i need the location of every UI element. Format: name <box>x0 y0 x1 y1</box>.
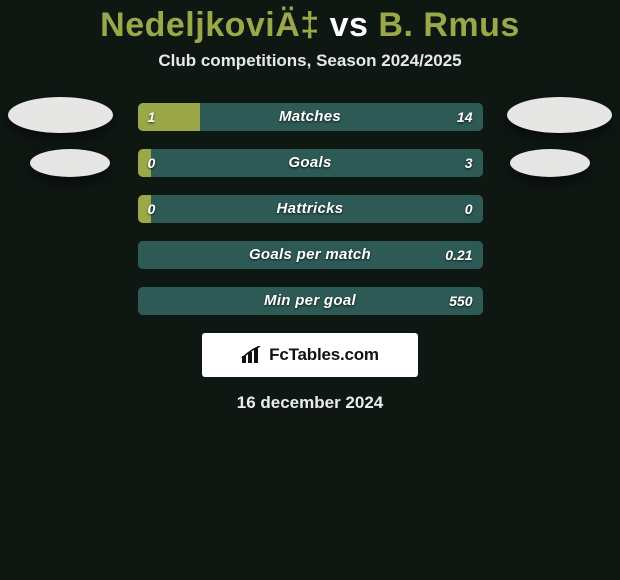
player1-avatar-large <box>8 97 113 133</box>
stat-row: 00Hattricks <box>138 195 483 223</box>
stat-label: Min per goal <box>138 287 483 315</box>
stat-row: 0.21Goals per match <box>138 241 483 269</box>
branding-text: FcTables.com <box>269 345 379 365</box>
stat-row: 550Min per goal <box>138 287 483 315</box>
stat-row: 03Goals <box>138 149 483 177</box>
stat-label: Goals <box>138 149 483 177</box>
player1-avatar-small <box>30 149 110 177</box>
branding-badge: FcTables.com <box>202 333 418 377</box>
branding-chart-icon <box>241 346 263 364</box>
title-vs: vs <box>330 6 369 44</box>
stat-label: Hattricks <box>138 195 483 223</box>
comparison-area: 114Matches 03Goals 00Hattricks 0.21Goals pe… <box>0 103 620 413</box>
stat-label: Matches <box>138 103 483 131</box>
stat-row: 114Matches <box>138 103 483 131</box>
player2-avatar-large <box>507 97 612 133</box>
stat-label: Goals per match <box>138 241 483 269</box>
title-player1: NedeljkoviÄ‡ <box>100 6 320 44</box>
title-player2: B. Rmus <box>378 6 519 44</box>
snapshot-date: 16 december 2024 <box>0 393 620 413</box>
subtitle: Club competitions, Season 2024/2025 <box>0 51 620 71</box>
stat-bars: 114Matches 03Goals 00Hattricks 0.21Goals pe… <box>138 103 483 315</box>
page-title: NedeljkoviÄ‡ vs B. Rmus <box>0 0 620 45</box>
player2-avatar-small <box>510 149 590 177</box>
